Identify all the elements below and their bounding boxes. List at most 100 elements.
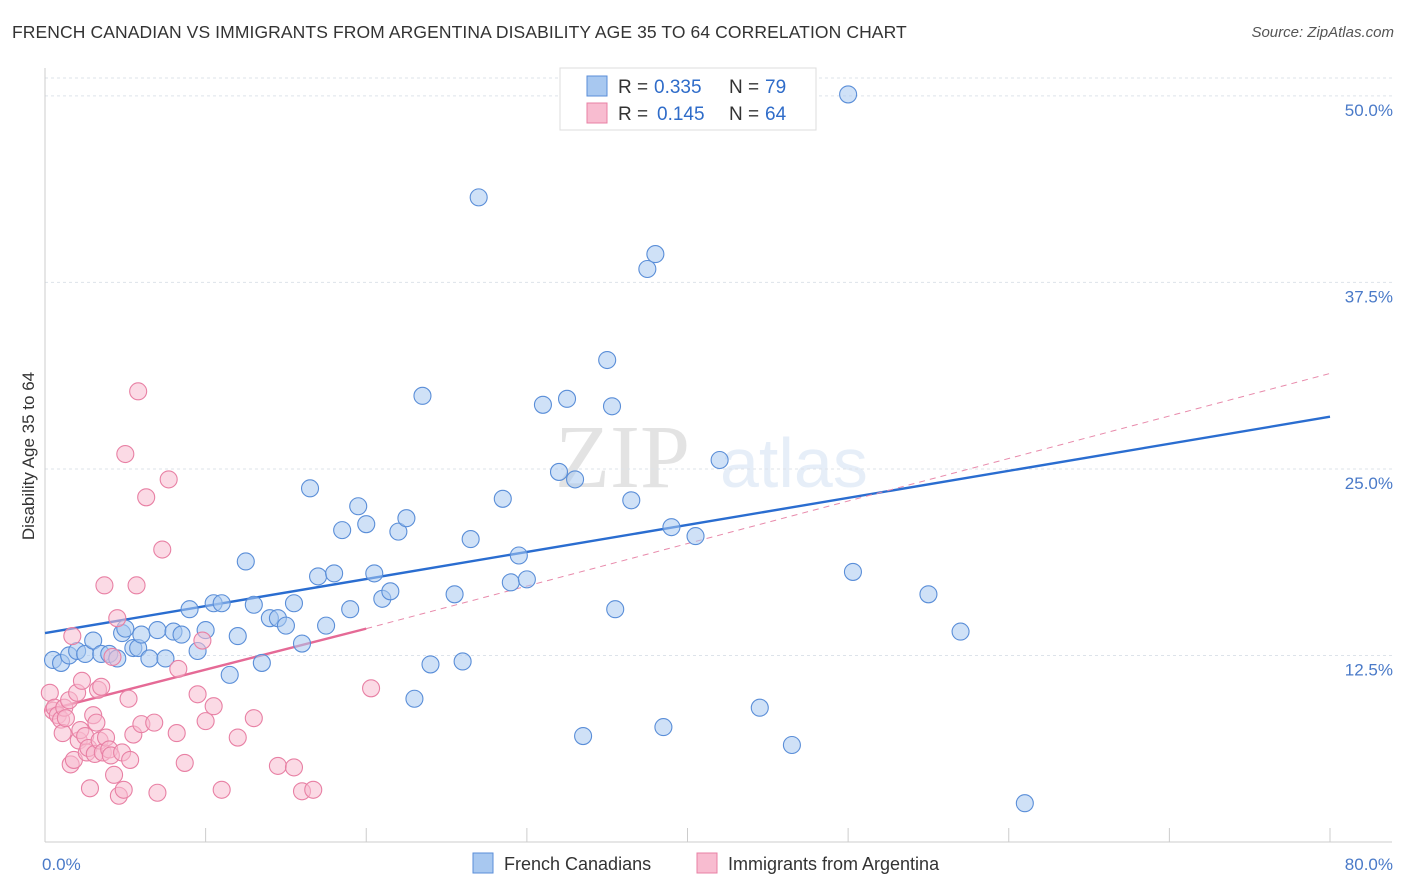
point-immigrants-argentina <box>145 713 164 732</box>
point-french-canadians <box>276 616 295 635</box>
point-immigrants-argentina <box>103 647 122 667</box>
point-french-canadians <box>389 522 408 541</box>
point-immigrants-argentina <box>114 780 133 799</box>
point-immigrants-argentina <box>228 728 247 747</box>
point-immigrants-argentina <box>244 709 263 728</box>
point-french-canadians <box>309 567 328 586</box>
point-immigrants-argentina <box>153 540 172 559</box>
point-immigrants-argentina <box>304 780 323 799</box>
x-tick-label: 80.0% <box>1345 855 1393 874</box>
point-french-canadians <box>365 564 384 583</box>
data-points <box>40 85 1034 813</box>
point-french-canadians <box>461 530 480 549</box>
point-french-canadians <box>602 397 622 416</box>
point-french-canadians <box>252 653 271 672</box>
stats-legend-swatch-pink <box>586 102 608 124</box>
point-immigrants-argentina <box>127 576 146 595</box>
point-french-canadians <box>156 649 175 668</box>
point-immigrants-argentina <box>284 758 304 777</box>
point-french-canadians <box>212 594 231 613</box>
stats-legend-r-value-blue: 0.335 <box>654 77 702 98</box>
point-french-canadians <box>638 259 657 279</box>
point-french-canadians <box>357 515 376 534</box>
point-immigrants-argentina <box>193 631 212 650</box>
point-immigrants-argentina <box>129 382 148 401</box>
point-immigrants-argentina <box>105 765 124 784</box>
point-immigrants-argentina <box>92 677 111 696</box>
point-french-canadians <box>421 655 440 674</box>
point-french-canadians <box>574 727 593 746</box>
point-french-canadians <box>517 570 536 589</box>
point-immigrants-argentina <box>175 753 194 772</box>
point-french-canadians <box>413 386 432 405</box>
y-tick-label: 37.5% <box>1345 287 1393 306</box>
point-french-canadians <box>646 245 665 264</box>
point-french-canadians <box>509 546 528 565</box>
point-immigrants-argentina <box>137 488 156 507</box>
point-french-canadians <box>710 450 729 470</box>
x-tick-label: 0.0% <box>42 855 81 874</box>
point-french-canadians <box>349 497 368 516</box>
watermark: ZIP atlas <box>555 408 868 507</box>
y-axis-label: Disability Age 35 to 64 <box>19 372 38 540</box>
point-french-canadians <box>284 594 304 613</box>
legend-swatch-immigrants-argentina <box>696 852 718 874</box>
point-french-canadians <box>533 395 552 414</box>
point-immigrants-argentina <box>212 780 231 799</box>
point-french-canadians <box>622 491 641 510</box>
legend-label-immigrants-argentina: Immigrants from Argentina <box>728 854 940 874</box>
stats-legend-n-label-blue: N = <box>729 77 759 98</box>
y-tick-label: 25.0% <box>1345 474 1393 493</box>
point-french-canadians <box>236 552 255 571</box>
point-french-canadians <box>493 489 512 508</box>
point-immigrants-argentina <box>196 712 215 731</box>
stats-legend: R = 0.335 N = 79 R = 0.145 N = 64 <box>559 67 817 131</box>
stats-legend-n-value-blue: 79 <box>765 77 786 98</box>
point-french-canadians <box>750 698 769 717</box>
point-french-canadians <box>244 595 263 614</box>
point-immigrants-argentina <box>169 659 188 678</box>
point-immigrants-argentina <box>148 783 167 802</box>
point-immigrants-argentina <box>108 609 127 628</box>
point-french-canadians <box>300 479 320 498</box>
point-immigrants-argentina <box>87 713 106 732</box>
point-french-canadians <box>1015 794 1034 813</box>
point-immigrants-argentina <box>72 671 91 690</box>
point-french-canadians <box>951 622 970 641</box>
point-immigrants-argentina <box>53 724 72 743</box>
point-french-canadians <box>453 652 472 671</box>
point-french-canadians <box>325 564 344 583</box>
point-immigrants-argentina <box>159 470 178 489</box>
point-french-canadians <box>341 600 360 619</box>
point-french-canadians <box>445 585 464 604</box>
point-immigrants-argentina <box>63 627 82 646</box>
point-french-canadians <box>469 188 488 207</box>
point-immigrants-argentina <box>268 756 287 775</box>
source-label: Source: ZipAtlas.com <box>1251 24 1394 41</box>
point-french-canadians <box>220 665 239 684</box>
point-french-canadians <box>140 649 159 668</box>
legend-label-french-canadians: French Canadians <box>504 854 651 874</box>
point-french-canadians <box>606 600 625 619</box>
watermark-atlas: atlas <box>720 424 868 502</box>
stats-legend-swatch-blue <box>586 75 608 97</box>
legend-swatch-french-canadians <box>472 852 494 874</box>
point-french-canadians <box>549 462 569 481</box>
point-french-canadians <box>839 85 858 104</box>
point-french-canadians <box>148 621 167 640</box>
point-immigrants-argentina <box>80 779 100 798</box>
y-tick-label: 12.5% <box>1345 660 1393 679</box>
point-french-canadians <box>566 470 585 489</box>
point-french-canadians <box>228 627 247 646</box>
point-french-canadians <box>381 582 400 601</box>
y-tick-label: 50.0% <box>1345 101 1393 120</box>
point-french-canadians <box>557 389 577 408</box>
point-french-canadians <box>843 562 862 581</box>
axes: 12.5% 25.0% 37.5% 50.0% 0.0% 80.0% <box>42 68 1393 874</box>
point-french-canadians <box>333 521 352 540</box>
point-french-canadians <box>501 573 520 592</box>
point-immigrants-argentina <box>188 685 207 704</box>
point-immigrants-argentina <box>362 679 381 698</box>
chart-title: FRENCH CANADIAN VS IMMIGRANTS FROM ARGEN… <box>12 22 907 42</box>
